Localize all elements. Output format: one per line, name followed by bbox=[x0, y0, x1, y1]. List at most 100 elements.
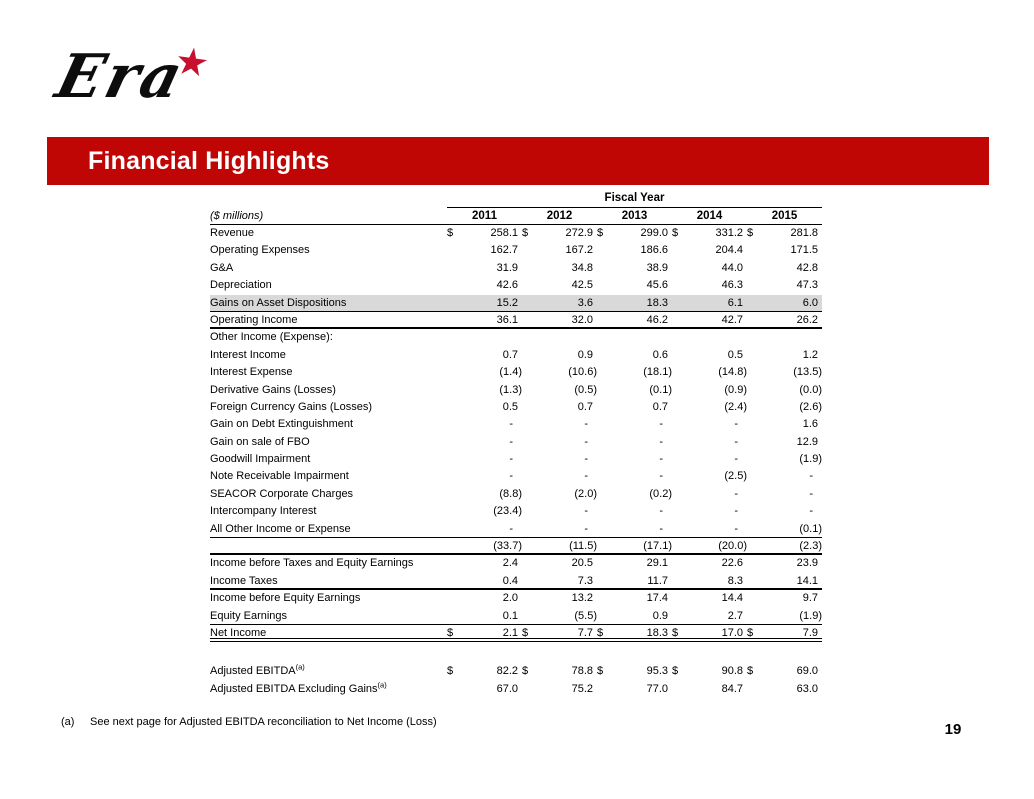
dollar-sign bbox=[522, 260, 534, 277]
cell-value: 42.8 bbox=[796, 261, 818, 274]
cell-value: (1.3) bbox=[499, 383, 522, 396]
dollar-sign bbox=[747, 434, 759, 451]
cell-value: (1.9) bbox=[799, 453, 822, 466]
cell-value: - bbox=[659, 470, 663, 483]
table-row: Intercompany Interest (23.4) - - - - bbox=[210, 503, 822, 520]
row-label: Gain on sale of FBO bbox=[210, 435, 310, 448]
dollar-sign bbox=[447, 277, 459, 294]
cell-value: 18.3 bbox=[646, 296, 668, 309]
cell-value: 6.0 bbox=[802, 296, 818, 309]
cell-value: (2.6) bbox=[799, 400, 822, 413]
cell-value: - bbox=[584, 470, 588, 483]
dollar-sign bbox=[747, 555, 759, 572]
row-label: Foreign Currency Gains (Losses) bbox=[210, 400, 373, 413]
dollar-sign bbox=[597, 399, 609, 416]
table-row: SEACOR Corporate Charges (8.8) (2.0) (0.2) -… bbox=[210, 486, 822, 503]
row-label: Gains on Asset Dispositions bbox=[210, 296, 347, 309]
year-header: 2014 bbox=[696, 210, 723, 222]
cell-value: (2.4) bbox=[724, 400, 747, 413]
table-row: Equity Earnings 0.1 (5.5) 0.9 2.7 (1.9) bbox=[210, 608, 822, 625]
table-row: Interest Income 0.7 0.9 0.6 0.5 1.2 bbox=[210, 347, 822, 364]
cell-value: 0.7 bbox=[652, 400, 668, 413]
dollar-sign bbox=[447, 486, 459, 503]
dollar-sign bbox=[672, 573, 684, 590]
table-row: Gain on sale of FBO - - - - 12.9 bbox=[210, 434, 822, 451]
cell-value: 9.7 bbox=[802, 592, 818, 605]
row-label: Adjusted EBITDA Excluding Gains(a) bbox=[210, 680, 387, 696]
cell-value: 18.3 bbox=[646, 626, 668, 639]
dollar-sign bbox=[597, 573, 609, 590]
dollar-sign bbox=[672, 399, 684, 416]
dollar-sign bbox=[747, 295, 759, 312]
cell-value bbox=[534, 329, 597, 346]
dollar-sign: $ bbox=[747, 227, 754, 239]
cell-value: 0.9 bbox=[652, 609, 668, 622]
dollar-sign bbox=[747, 486, 759, 503]
cell-value bbox=[459, 329, 522, 346]
cell-value: 281.8 bbox=[790, 227, 818, 239]
cell-value: - bbox=[809, 487, 813, 500]
cell-value: 331.2 bbox=[715, 227, 743, 239]
dollar-sign bbox=[522, 573, 534, 590]
cell-value: 7.3 bbox=[577, 574, 593, 587]
dollar-sign bbox=[672, 260, 684, 277]
dollar-sign bbox=[747, 416, 759, 433]
cell-value: 32.0 bbox=[571, 313, 593, 326]
row-label: Derivative Gains (Losses) bbox=[210, 383, 336, 396]
dollar-sign bbox=[672, 590, 684, 607]
ebitda-table-body: Adjusted EBITDA(a) $82.2 $78.8 $95.3 $90.8 $6… bbox=[210, 662, 822, 698]
dollar-sign bbox=[747, 277, 759, 294]
financial-table: Fiscal Year ($ millions) 2011 2012 2013 201… bbox=[210, 190, 822, 698]
financial-table-body: Revenue $258.1 $272.9 $299.0 $331.2 $281.8 Ope… bbox=[210, 225, 822, 643]
cell-value: 36.1 bbox=[496, 313, 518, 326]
dollar-sign bbox=[522, 555, 534, 572]
cell-value: 2.4 bbox=[502, 557, 518, 570]
cell-value: 186.6 bbox=[640, 244, 668, 257]
era-logo-text: Era bbox=[49, 42, 192, 112]
dollar-sign bbox=[447, 295, 459, 312]
cell-value: 17.4 bbox=[646, 592, 668, 605]
cell-value: (0.0) bbox=[799, 383, 822, 396]
dollar-sign bbox=[597, 608, 609, 625]
cell-value: 63.0 bbox=[796, 683, 818, 696]
dollar-sign bbox=[447, 573, 459, 590]
cell-value: (17.1) bbox=[643, 540, 672, 553]
cell-value: 167.2 bbox=[565, 244, 593, 257]
cell-value: - bbox=[509, 435, 513, 448]
cell-value: 0.1 bbox=[502, 609, 518, 622]
dollar-sign bbox=[597, 555, 609, 572]
cell-value: 42.5 bbox=[571, 279, 593, 292]
cell-value: 0.4 bbox=[502, 574, 518, 587]
cell-value: - bbox=[734, 505, 738, 518]
cell-value bbox=[684, 329, 747, 346]
row-label: Note Receivable Impairment bbox=[210, 470, 349, 483]
cell-value: 2.7 bbox=[727, 609, 743, 622]
cell-value: 42.7 bbox=[721, 313, 743, 326]
dollar-sign bbox=[672, 295, 684, 312]
row-label: Income Taxes bbox=[210, 574, 278, 587]
footnote-marker: (a) bbox=[61, 716, 75, 728]
dollar-sign bbox=[447, 680, 459, 698]
row-label: Depreciation bbox=[210, 279, 272, 292]
dollar-sign bbox=[522, 329, 534, 346]
cell-value: 67.0 bbox=[496, 683, 518, 696]
cell-value: 46.3 bbox=[721, 279, 743, 292]
row-label bbox=[210, 538, 447, 555]
dollar-sign bbox=[522, 242, 534, 259]
table-row: Income before Equity Earnings 2.0 13.2 17.4… bbox=[210, 590, 822, 607]
dollar-sign bbox=[447, 451, 459, 468]
cell-value: (2.3) bbox=[799, 540, 822, 553]
row-label: Operating Income bbox=[210, 313, 298, 326]
dollar-sign: $ bbox=[447, 665, 454, 678]
dollar-sign bbox=[522, 364, 534, 381]
table-row: (33.7) (11.5) (17.1) (20.0) (2.3) bbox=[210, 538, 822, 556]
cell-value: 1.6 bbox=[802, 418, 818, 431]
cell-value: - bbox=[584, 505, 588, 518]
cell-value: 299.0 bbox=[640, 227, 668, 239]
year-header: 2011 bbox=[472, 210, 497, 222]
cell-value: - bbox=[809, 470, 813, 483]
cell-value: (2.5) bbox=[724, 470, 747, 483]
dollar-sign bbox=[522, 347, 534, 364]
dollar-sign bbox=[597, 538, 609, 555]
cell-value: 1.2 bbox=[802, 348, 818, 361]
